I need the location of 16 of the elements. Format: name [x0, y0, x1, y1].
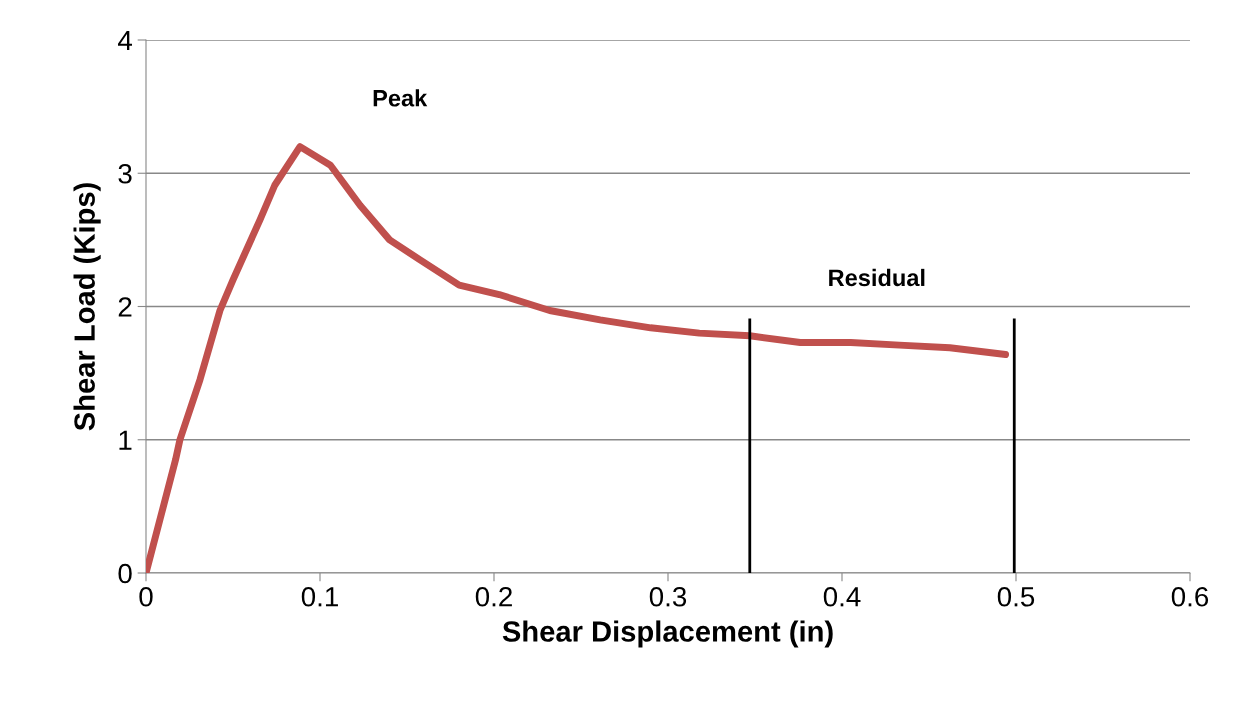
x-axis-title: Shear Displacement (in)	[502, 620, 833, 648]
x-tick-label: 0.2	[475, 586, 512, 607]
x-tick-label: 0	[139, 586, 153, 607]
annotation: Peak	[373, 89, 428, 107]
y-tick-label: 0	[118, 563, 132, 584]
annotation: Residual	[829, 268, 925, 287]
x-tick-label: 0.6	[1171, 586, 1209, 607]
y-tick-label: 3	[118, 163, 132, 184]
x-tick-label: 0.5	[997, 586, 1035, 607]
x-tick-label: 0.4	[823, 586, 861, 607]
y-tick-label: 4	[118, 30, 132, 51]
x-tick-label: 0.3	[649, 586, 687, 607]
y-tick-label: 1	[119, 430, 132, 450]
x-tick-label: 0.1	[301, 586, 338, 607]
y-axis-title: Shear Load (Kips)	[73, 183, 101, 431]
y-tick-label: 2	[118, 297, 132, 317]
